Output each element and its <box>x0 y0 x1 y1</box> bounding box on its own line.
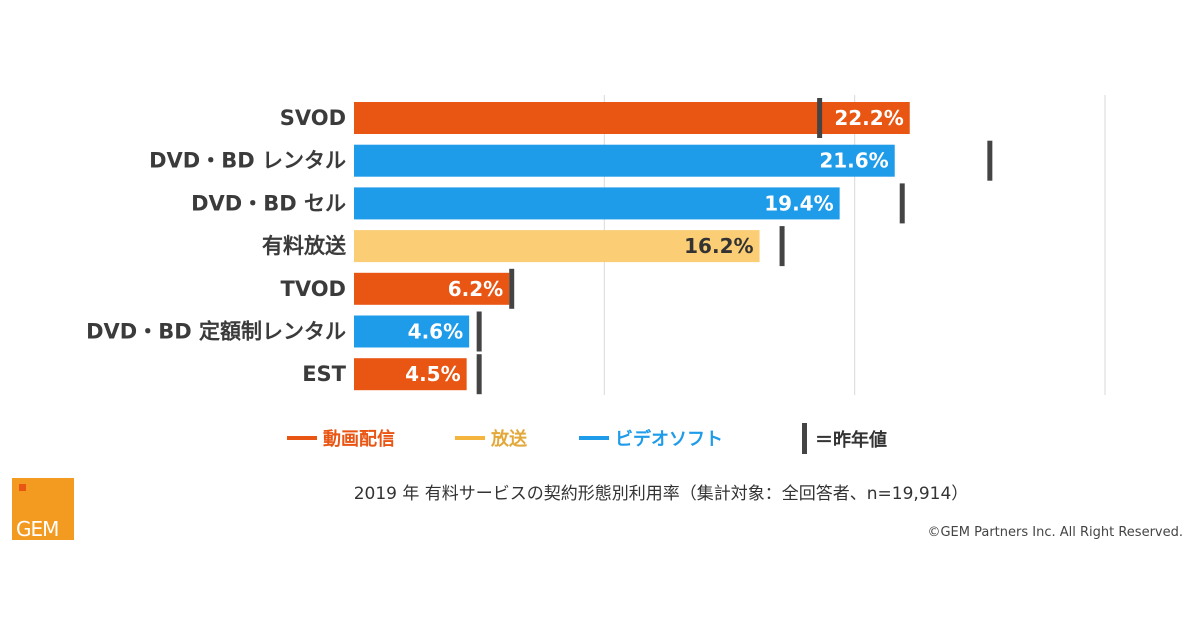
legend-label: 動画配信 <box>323 428 395 450</box>
previous-year-marker <box>476 354 482 395</box>
previous-year-marker <box>476 311 482 352</box>
previous-year-marker <box>779 226 785 267</box>
gem-logo: GEM <box>12 478 74 541</box>
category-label: EST <box>302 362 346 386</box>
legend-swatch <box>579 436 609 440</box>
bar <box>354 272 510 305</box>
copyright-text: ©GEM Partners Inc. All Right Reserved. <box>927 525 1183 540</box>
value-label: 21.6% <box>819 149 888 173</box>
bar <box>354 315 470 348</box>
legend-swatch <box>287 436 317 440</box>
logo-accent-square <box>19 484 26 491</box>
bar <box>354 144 895 177</box>
legend-label: 放送 <box>490 428 528 450</box>
category-label: DVD・BD 定額制レンタル <box>86 320 346 344</box>
previous-year-marker <box>987 140 993 181</box>
legend-marker-label: ＝昨年値 <box>815 429 887 451</box>
logo-text: GEM <box>16 517 58 541</box>
value-label: 22.2% <box>834 106 903 130</box>
bar-layer: SVOD 22.2% DVD・BD レンタル 21.6% DVD・BD セル 19.4% 有… <box>86 98 993 395</box>
value-label: 4.6% <box>408 320 463 344</box>
legend-marker-swatch <box>802 423 807 454</box>
category-label: TVOD <box>281 277 347 301</box>
previous-year-marker <box>509 268 515 309</box>
category-label: SVOD <box>280 106 346 130</box>
legend-swatch <box>455 436 485 440</box>
category-label: 有料放送 <box>262 234 347 258</box>
category-label: DVD・BD セル <box>191 191 346 215</box>
previous-year-marker <box>899 183 905 224</box>
chart-caption: 2019 年 有料サービスの契約形態別利用率（集計対象：全回答者、n=19,91… <box>354 484 969 504</box>
bar <box>354 358 467 391</box>
bar <box>354 230 760 263</box>
bar <box>354 102 910 134</box>
bar <box>354 187 840 220</box>
legend: 動画配信 放送 ビデオソフト ＝昨年値 <box>287 423 887 454</box>
legend-label: ビデオソフト <box>615 428 723 450</box>
value-label: 19.4% <box>764 191 833 215</box>
previous-year-marker <box>817 98 823 138</box>
value-label: 16.2% <box>684 234 753 258</box>
value-label: 6.2% <box>448 277 503 301</box>
value-label: 4.5% <box>405 362 460 386</box>
category-label: DVD・BD レンタル <box>149 149 346 173</box>
